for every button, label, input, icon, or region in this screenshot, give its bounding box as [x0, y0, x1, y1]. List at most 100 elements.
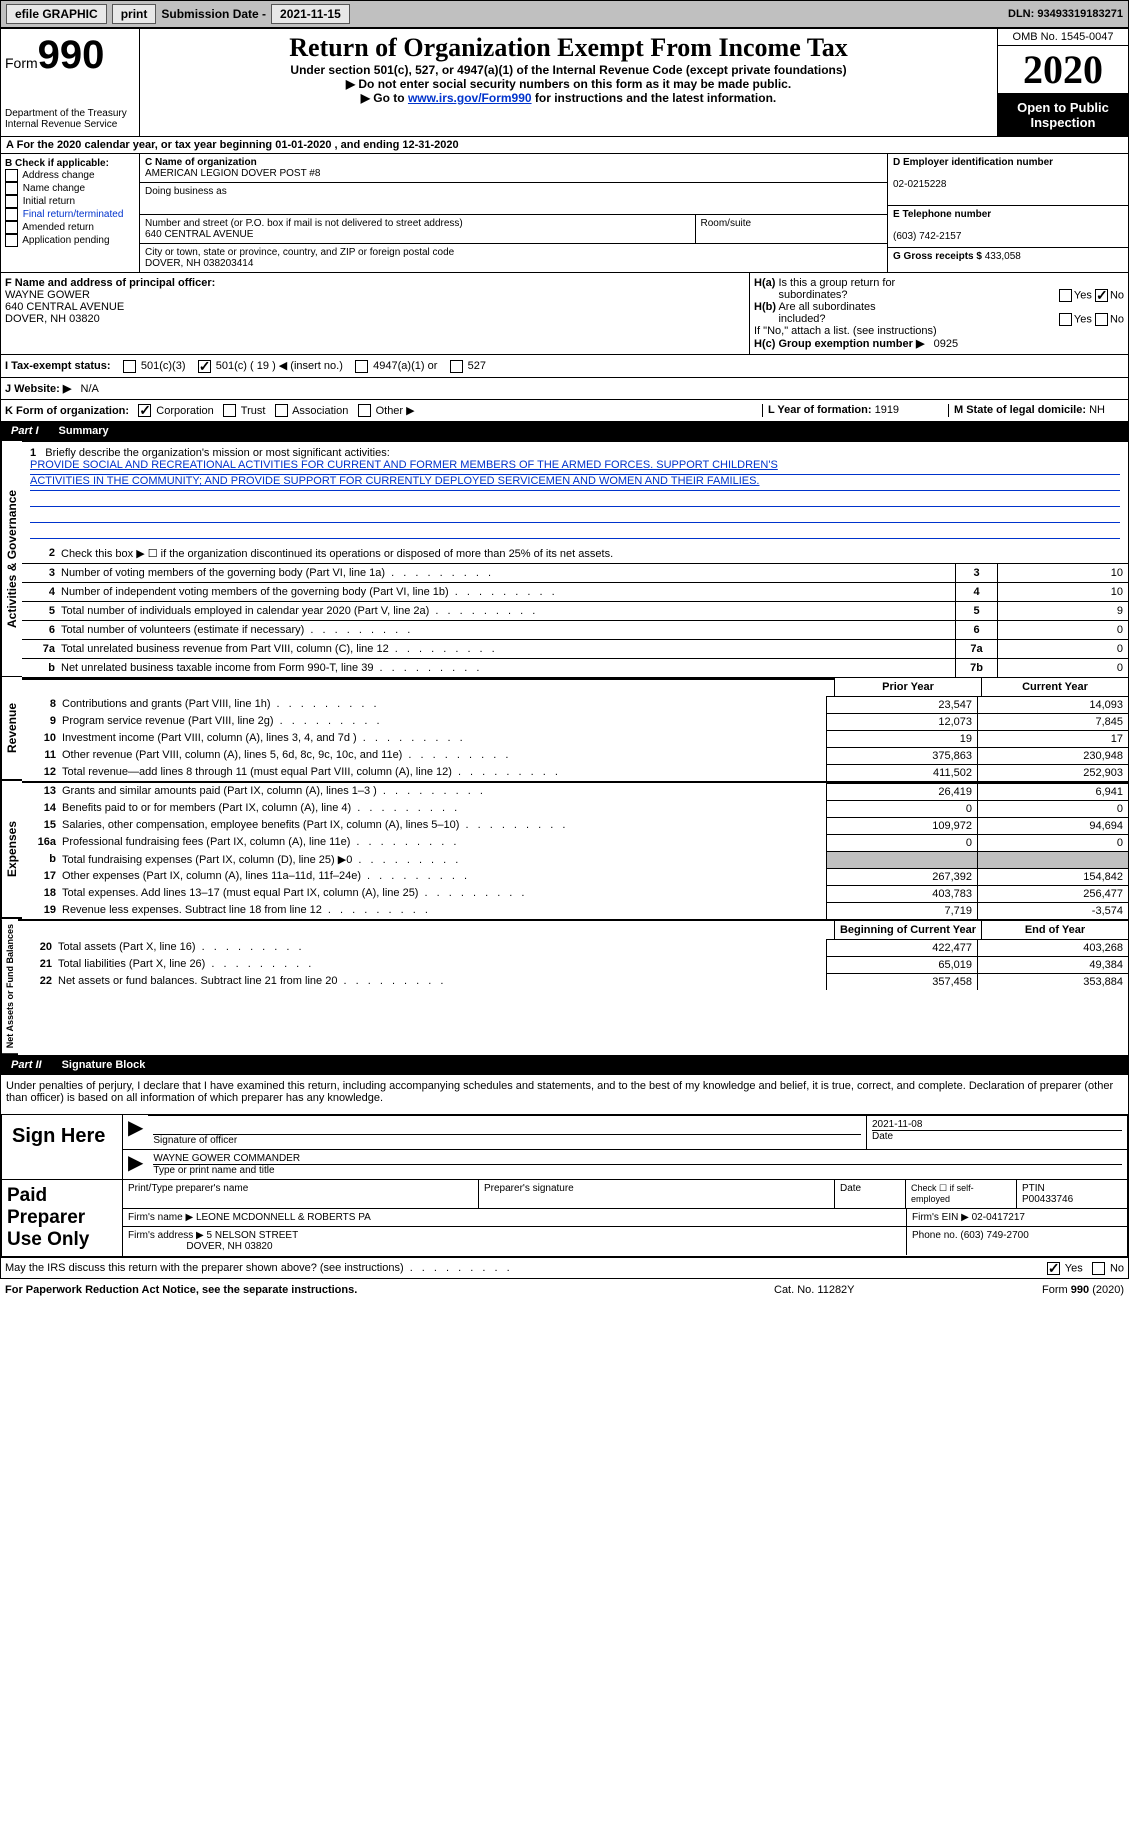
sig-officer-label: Signature of officer [153, 1135, 237, 1146]
data-row: 16aProfessional fundraising fees (Part I… [22, 834, 1128, 851]
data-row: 10Investment income (Part VIII, column (… [22, 730, 1128, 747]
street-addr: 640 CENTRAL AVENUE [145, 229, 253, 240]
initial-checkbox[interactable] [5, 195, 18, 208]
name-label: C Name of organization [145, 157, 257, 168]
addr-label: Number and street (or P.O. box if mail i… [145, 218, 463, 229]
expenses-label: Expenses [1, 781, 22, 919]
firm-name: LEONE MCDONNELL & ROBERTS PA [196, 1212, 371, 1223]
room-label: Room/suite [701, 218, 752, 229]
mission-line2: ACTIVITIES IN THE COMMUNITY; AND PROVIDE… [30, 475, 1120, 491]
hb-line: H(b) Are all subordinates included? Yes … [754, 301, 1124, 325]
irs-link[interactable]: www.irs.gov/Form990 [408, 91, 532, 105]
discuss-yes-checkbox[interactable] [1047, 1262, 1060, 1275]
end-year-header: End of Year [981, 921, 1128, 939]
subtitle1: Under section 501(c), 527, or 4947(a)(1)… [144, 63, 993, 77]
prior-year-header: Prior Year [834, 678, 981, 696]
data-row: 12Total revenue—add lines 8 through 11 (… [22, 764, 1128, 781]
open-public: Open to Public Inspection [998, 94, 1128, 136]
data-row: bTotal fundraising expenses (Part IX, co… [22, 851, 1128, 868]
city-label: City or town, state or province, country… [145, 247, 454, 258]
mission-line1: PROVIDE SOCIAL AND RECREATIONAL ACTIVITI… [30, 459, 1120, 475]
data-row: 19Revenue less expenses. Subtract line 1… [22, 902, 1128, 919]
gov-line: 3Number of voting members of the governi… [22, 563, 1128, 582]
footer-right: Form 990 (2020) [974, 1284, 1124, 1296]
addr-change-checkbox[interactable] [5, 169, 18, 182]
sig-date: 2021-11-08 [872, 1119, 922, 1130]
mission-label: Briefly describe the organization's miss… [45, 447, 389, 459]
app-pending-checkbox[interactable] [5, 234, 18, 247]
discuss-line: May the IRS discuss this return with the… [1, 1257, 1128, 1278]
gov-line: 4Number of independent voting members of… [22, 582, 1128, 601]
footer-left: For Paperwork Reduction Act Notice, see … [5, 1284, 774, 1296]
form-number: Form990 [5, 33, 135, 78]
gov-line: bNet unrelated business taxable income f… [22, 658, 1128, 677]
paid-preparer-label: Paid Preparer Use Only [2, 1180, 122, 1256]
ein-value: 02-0215228 [893, 179, 946, 190]
ha-line: H(a) Is this a group return for subordin… [754, 277, 1124, 301]
form-title: Return of Organization Exempt From Incom… [144, 33, 993, 63]
subtitle2: ▶ Do not enter social security numbers o… [144, 77, 993, 91]
gross-label: G Gross receipts $ [893, 251, 982, 262]
officer-typed-name: WAYNE GOWER COMMANDER [153, 1153, 300, 1164]
line-k: K Form of organization: Corporation Trus… [1, 399, 1128, 422]
penalties-text: Under penalties of perjury, I declare th… [1, 1075, 1128, 1109]
print-btn[interactable]: print [112, 4, 157, 24]
box-b: B Check if applicable: Address change Na… [1, 154, 140, 272]
prep-name-label: Print/Type preparer's name [123, 1180, 479, 1209]
tax-year: 2020 [998, 46, 1128, 94]
name-change-checkbox[interactable] [5, 182, 18, 195]
data-row: 9Program service revenue (Part VIII, lin… [22, 713, 1128, 730]
ptin-value: P00433746 [1022, 1194, 1073, 1205]
gov-line: 5Total number of individuals employed in… [22, 601, 1128, 620]
data-row: 18Total expenses. Add lines 13–17 (must … [22, 885, 1128, 902]
firm-addr2: DOVER, NH 03820 [186, 1241, 272, 1252]
line-i: I Tax-exempt status: 501(c)(3) 501(c) ( … [1, 354, 1128, 377]
data-row: 17Other expenses (Part IX, column (A), l… [22, 868, 1128, 885]
part-ii-header: Part II Signature Block [1, 1055, 1128, 1075]
gov-line: 7aTotal unrelated business revenue from … [22, 639, 1128, 658]
hb-note: If "No," attach a list. (see instruction… [754, 325, 1124, 337]
final-checkbox[interactable] [5, 208, 18, 221]
ein-label: D Employer identification number [893, 157, 1053, 168]
prep-date-label: Date [835, 1180, 906, 1209]
officer-addr2: DOVER, NH 03820 [5, 313, 745, 325]
data-row: 11Other revenue (Part VIII, column (A), … [22, 747, 1128, 764]
firm-phone: (603) 749-2700 [960, 1230, 1028, 1241]
activities-label: Activities & Governance [1, 441, 22, 677]
hc-line: H(c) Group exemption number ▶ 0925 [754, 337, 1124, 350]
omb: OMB No. 1545-0047 [998, 29, 1128, 46]
data-row: 14Benefits paid to or for members (Part … [22, 800, 1128, 817]
data-row: 13Grants and similar amounts paid (Part … [22, 783, 1128, 800]
efile-btn[interactable]: efile GRAPHIC [6, 4, 107, 24]
firm-addr-label: Firm's address ▶ [128, 1230, 204, 1241]
ptin-label: PTIN [1022, 1183, 1045, 1194]
begin-year-header: Beginning of Current Year [834, 921, 981, 939]
firm-addr1: 5 NELSON STREET [207, 1230, 299, 1241]
prep-check-label: Check ☐ if self-employed [906, 1180, 1017, 1209]
dba-label: Doing business as [145, 186, 227, 197]
gross-value: 433,058 [985, 251, 1021, 262]
phone-label: E Telephone number [893, 209, 991, 220]
data-row: 22Net assets or fund balances. Subtract … [18, 973, 1128, 990]
data-row: 20Total assets (Part X, line 16)422,4774… [18, 939, 1128, 956]
prep-sig-label: Preparer's signature [479, 1180, 835, 1209]
line-j: J Website: ▶ N/A [1, 377, 1128, 399]
gov-line: 2Check this box ▶ ☐ if the organization … [22, 544, 1128, 563]
firm-ein-label: Firm's EIN ▶ [912, 1212, 969, 1223]
footer-cat: Cat. No. 11282Y [774, 1284, 974, 1296]
data-row: 15Salaries, other compensation, employee… [22, 817, 1128, 834]
data-row: 21Total liabilities (Part X, line 26)65,… [18, 956, 1128, 973]
firm-name-label: Firm's name ▶ [128, 1212, 193, 1223]
data-row: 8Contributions and grants (Part VIII, li… [22, 696, 1128, 713]
officer-addr1: 640 CENTRAL AVENUE [5, 301, 745, 313]
city-value: DOVER, NH 038203414 [145, 258, 253, 269]
revenue-label: Revenue [1, 677, 22, 781]
part-i-header: Part I Summary [1, 421, 1128, 441]
phone-value: (603) 742-2157 [893, 231, 961, 242]
amended-checkbox[interactable] [5, 221, 18, 234]
discuss-no-checkbox[interactable] [1092, 1262, 1105, 1275]
subdate-label: Submission Date - [161, 7, 266, 21]
firm-ein: 02-0417217 [972, 1212, 1025, 1223]
firm-phone-label: Phone no. [912, 1230, 958, 1241]
officer-name: WAYNE GOWER [5, 289, 745, 301]
